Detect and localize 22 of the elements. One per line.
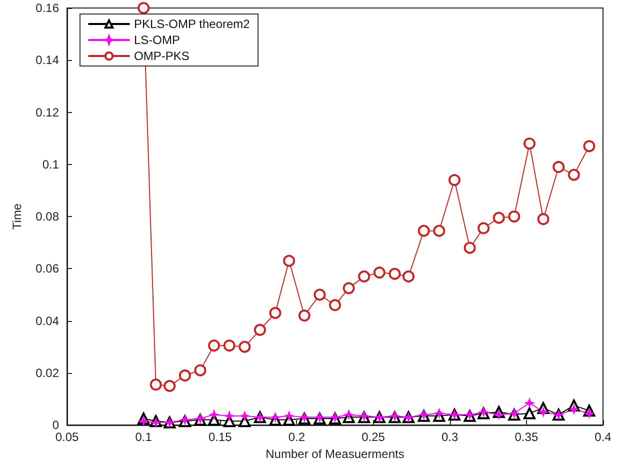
y-tick-label: 0.1 [42, 157, 60, 172]
y-tick-label: 0.16 [36, 1, 60, 15]
legend-label: OMP-PKS [134, 49, 190, 63]
legend-label: LS-OMP [134, 33, 180, 47]
y-tick-label: 0 [52, 418, 60, 432]
y-tick-label: 0.14 [36, 53, 60, 68]
x-tick-label: 0.1 [135, 430, 152, 444]
x-tick-label: 0.3 [442, 430, 459, 444]
x-tick-label: 0.25 [362, 430, 386, 444]
y-tick-label: 0.12 [36, 105, 60, 120]
x-tick-label: 0.15 [208, 430, 232, 444]
y-tick-label: 0.08 [36, 210, 60, 224]
x-tick-label: 0.4 [594, 430, 612, 444]
y-tick-label: 0.02 [36, 366, 60, 380]
x-tick-label: 0.2 [288, 430, 306, 444]
y-tick-label: 0.04 [36, 314, 60, 328]
y-tick-label: 0.06 [36, 262, 60, 276]
x-tick-label: 0.35 [514, 430, 538, 444]
legend-label: PKLS-OMP theorem2 [134, 17, 250, 31]
x-tick-label: 0.05 [55, 430, 79, 444]
x-axis-title: Number of Measuerments [266, 446, 404, 461]
y-axis-title: Time [10, 203, 24, 230]
